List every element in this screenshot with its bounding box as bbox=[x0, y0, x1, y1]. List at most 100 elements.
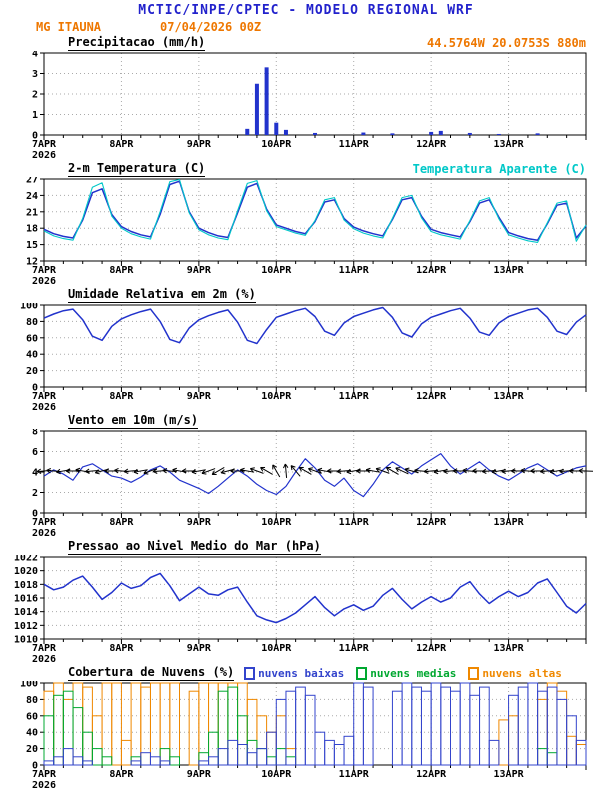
precipitation-chart: 0 1 2 3 4 7APR 8APR 9APR 10APR 11APR 12APR 13APR 202… bbox=[32, 51, 587, 161]
svg-text:0: 0 bbox=[32, 383, 38, 394]
svg-text:2026: 2026 bbox=[32, 654, 56, 665]
svg-text:10APR: 10APR bbox=[261, 391, 292, 402]
svg-text:7APR: 7APR bbox=[32, 139, 57, 150]
legend-label-high: nuvens altas bbox=[482, 666, 562, 680]
svg-text:12APR: 12APR bbox=[416, 391, 447, 402]
precipitation-title: Precipitacao (mm/h) bbox=[68, 35, 206, 51]
svg-text:12APR: 12APR bbox=[416, 517, 447, 528]
svg-text:20: 20 bbox=[26, 366, 38, 377]
svg-text:4: 4 bbox=[32, 51, 38, 60]
svg-text:8APR: 8APR bbox=[109, 265, 134, 276]
low-cloud-swatch-icon bbox=[244, 666, 256, 680]
svg-text:11APR: 11APR bbox=[339, 139, 370, 150]
svg-text:13APR: 13APR bbox=[494, 769, 525, 780]
svg-text:80: 80 bbox=[26, 695, 38, 706]
svg-text:8APR: 8APR bbox=[109, 643, 134, 654]
svg-text:10APR: 10APR bbox=[261, 517, 292, 528]
svg-text:7APR: 7APR bbox=[32, 391, 57, 402]
svg-text:2026: 2026 bbox=[32, 402, 56, 413]
humidity-chart: 0 20 40 60 80 100 7APR 8APR 9APR 10APR 11APR 12APR 1… bbox=[20, 303, 587, 413]
station-label: MG ITAUNA bbox=[36, 20, 102, 34]
svg-text:9APR: 9APR bbox=[187, 769, 212, 780]
svg-text:3: 3 bbox=[32, 69, 38, 80]
svg-text:0: 0 bbox=[32, 509, 38, 520]
model-run-label: 07/04/2026 00Z bbox=[160, 20, 262, 34]
legend-nuvens-medias: nuvens medias bbox=[356, 666, 456, 681]
svg-text:13APR: 13APR bbox=[494, 643, 525, 654]
svg-text:9APR: 9APR bbox=[187, 643, 212, 654]
page-header: MCTIC/INPE/CPTEC - MODELO REGIONAL WRF M… bbox=[0, 0, 612, 35]
legend-nuvens-baixas: nuvens baixas bbox=[244, 666, 344, 681]
clouds-title: Cobertura de Nuvens (%) bbox=[68, 665, 235, 681]
svg-text:11APR: 11APR bbox=[339, 517, 370, 528]
svg-text:100: 100 bbox=[20, 681, 38, 690]
precipitation-title-row: Precipitacao (mm/h) 44.5764W 20.0753S 88… bbox=[0, 35, 612, 51]
svg-text:7APR: 7APR bbox=[32, 643, 57, 654]
svg-text:1020: 1020 bbox=[14, 566, 38, 577]
svg-text:13APR: 13APR bbox=[494, 265, 525, 276]
svg-text:10APR: 10APR bbox=[261, 643, 292, 654]
svg-text:4: 4 bbox=[32, 468, 38, 479]
svg-text:9APR: 9APR bbox=[187, 391, 212, 402]
svg-text:10APR: 10APR bbox=[261, 265, 292, 276]
panel-clouds: Cobertura de Nuvens (%) nuvens baixas nu… bbox=[0, 665, 612, 791]
svg-text:2: 2 bbox=[32, 488, 38, 499]
svg-text:11APR: 11APR bbox=[339, 643, 370, 654]
svg-text:80: 80 bbox=[26, 317, 38, 328]
svg-text:1: 1 bbox=[32, 110, 38, 121]
svg-text:100: 100 bbox=[20, 303, 38, 312]
svg-text:0: 0 bbox=[32, 131, 38, 142]
temperature-title: 2-m Temperatura (C) bbox=[68, 161, 206, 177]
svg-text:24: 24 bbox=[26, 191, 38, 202]
svg-text:7APR: 7APR bbox=[32, 769, 57, 780]
svg-text:9APR: 9APR bbox=[187, 517, 212, 528]
svg-text:9APR: 9APR bbox=[187, 139, 212, 150]
svg-text:60: 60 bbox=[26, 333, 38, 344]
location-label: 44.5764W 20.0753S 880m bbox=[427, 35, 586, 50]
svg-text:12APR: 12APR bbox=[416, 139, 447, 150]
humidity-title-row: Umidade Relativa em 2m (%) bbox=[0, 287, 612, 303]
svg-text:1014: 1014 bbox=[14, 607, 38, 618]
svg-text:13APR: 13APR bbox=[494, 391, 525, 402]
wind-title-row: Vento em 10m (m/s) bbox=[0, 413, 612, 429]
panel-pressure: Pressao ao Nivel Medio do Mar (hPa) 1010… bbox=[0, 539, 612, 665]
svg-text:11APR: 11APR bbox=[339, 391, 370, 402]
svg-text:7APR: 7APR bbox=[32, 517, 57, 528]
svg-text:15: 15 bbox=[26, 240, 38, 251]
svg-text:1010: 1010 bbox=[14, 635, 38, 646]
svg-text:12APR: 12APR bbox=[416, 769, 447, 780]
svg-text:2026: 2026 bbox=[32, 150, 56, 161]
svg-text:1016: 1016 bbox=[14, 594, 38, 605]
svg-text:12: 12 bbox=[26, 257, 38, 268]
svg-text:12APR: 12APR bbox=[416, 643, 447, 654]
pressure-chart: 1010 1012 1014 1016 1018 1020 1022 7APR 8APR 9APR… bbox=[14, 555, 587, 665]
svg-text:10APR: 10APR bbox=[261, 139, 292, 150]
svg-text:10APR: 10APR bbox=[261, 769, 292, 780]
svg-text:20: 20 bbox=[26, 744, 38, 755]
svg-text:13APR: 13APR bbox=[494, 139, 525, 150]
svg-text:13APR: 13APR bbox=[494, 517, 525, 528]
mid-cloud-swatch-icon bbox=[356, 666, 368, 680]
svg-text:8APR: 8APR bbox=[109, 391, 134, 402]
temperature-title-row: 2-m Temperatura (C) Temperatura Aparente… bbox=[0, 161, 612, 177]
svg-text:2026: 2026 bbox=[32, 276, 56, 287]
legend-label-mid: nuvens medias bbox=[370, 666, 457, 680]
panel-precipitation: Precipitacao (mm/h) 44.5764W 20.0753S 88… bbox=[0, 35, 612, 161]
svg-text:7APR: 7APR bbox=[32, 265, 57, 276]
svg-text:8APR: 8APR bbox=[109, 517, 134, 528]
svg-text:27: 27 bbox=[26, 177, 38, 186]
svg-text:1022: 1022 bbox=[14, 555, 38, 564]
clouds-title-row: Cobertura de Nuvens (%) nuvens baixas nu… bbox=[0, 665, 612, 681]
humidity-title: Umidade Relativa em 2m (%) bbox=[68, 287, 256, 303]
svg-text:1018: 1018 bbox=[14, 580, 38, 591]
svg-text:2026: 2026 bbox=[32, 528, 56, 539]
apparent-temperature-label: Temperatura Aparente (C) bbox=[412, 161, 586, 176]
panel-temperature: 2-m Temperatura (C) Temperatura Aparente… bbox=[0, 161, 612, 287]
panel-humidity: Umidade Relativa em 2m (%) 0 20 40 60 80 100 7… bbox=[0, 287, 612, 413]
svg-text:9APR: 9APR bbox=[187, 265, 212, 276]
svg-text:11APR: 11APR bbox=[339, 769, 370, 780]
svg-text:6: 6 bbox=[32, 447, 38, 458]
high-cloud-swatch-icon bbox=[468, 666, 480, 680]
svg-text:60: 60 bbox=[26, 711, 38, 722]
